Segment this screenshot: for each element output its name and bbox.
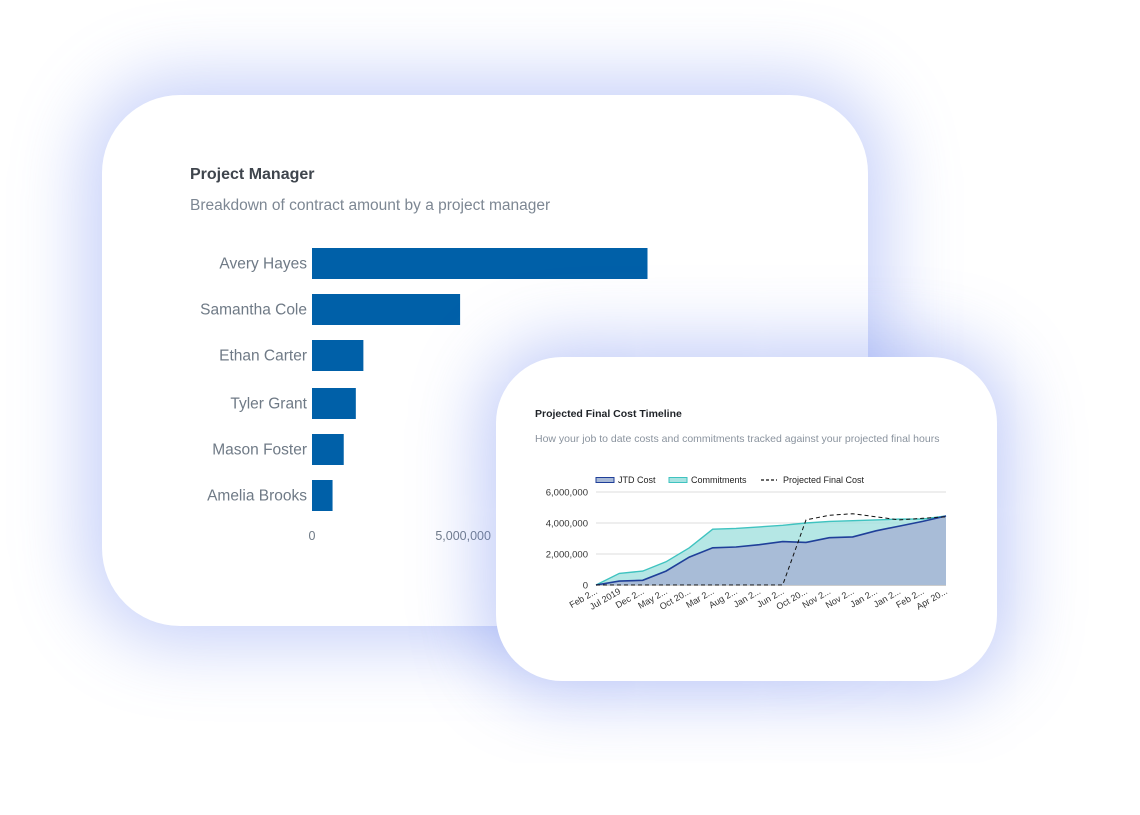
legend-label-0: JTD Cost <box>618 475 656 485</box>
y-tick-label-2: 4,000,000 <box>546 519 588 530</box>
projected-final-cost-line <box>596 513 947 586</box>
cost-timeline-subtitle: How your job to date costs and commitmen… <box>535 433 940 445</box>
y-tick-label-1: 2,000,000 <box>546 550 588 561</box>
bar-label-2: Ethan Carter <box>219 348 307 365</box>
legend-label-1: Commitments <box>691 475 747 485</box>
bar-label-0: Avery Hayes <box>219 256 307 273</box>
bar-label-1: Samantha Cole <box>200 302 307 319</box>
legend-swatch-1 <box>668 477 688 483</box>
legend-swatch-0 <box>595 477 615 483</box>
y-tick-label-3: 6,000,000 <box>546 488 588 499</box>
project-manager-subtitle: Breakdown of contract amount by a projec… <box>190 197 551 214</box>
legend-label-2: Projected Final Cost <box>783 475 865 485</box>
bar-0 <box>312 248 648 279</box>
bar-3 <box>312 388 356 419</box>
project-manager-title: Project Manager <box>190 166 315 183</box>
project-manager-bar-chart: Avery Hayes Samantha Cole Ethan Carter Tyle… <box>200 248 648 543</box>
x-tick-label-1: 5,000,000 <box>435 529 491 543</box>
bar-4 <box>312 434 344 465</box>
jtd-cost-line <box>595 515 947 586</box>
cost-timeline-card: Projected Final Cost Timeline How your j… <box>496 357 997 681</box>
bar-1 <box>312 294 461 325</box>
bar-label-5: Amelia Brooks <box>207 488 307 505</box>
bar-5 <box>312 480 333 511</box>
commitments-line <box>595 515 947 586</box>
x-tick-label-0: 0 <box>309 529 316 543</box>
cost-timeline-title: Projected Final Cost Timeline <box>535 408 682 420</box>
jtd-cost-area <box>596 516 946 585</box>
bar-2 <box>312 340 364 371</box>
bar-label-4: Mason Foster <box>212 442 307 459</box>
bar-label-3: Tyler Grant <box>230 396 307 413</box>
y-tick-label-0: 0 <box>583 581 588 592</box>
